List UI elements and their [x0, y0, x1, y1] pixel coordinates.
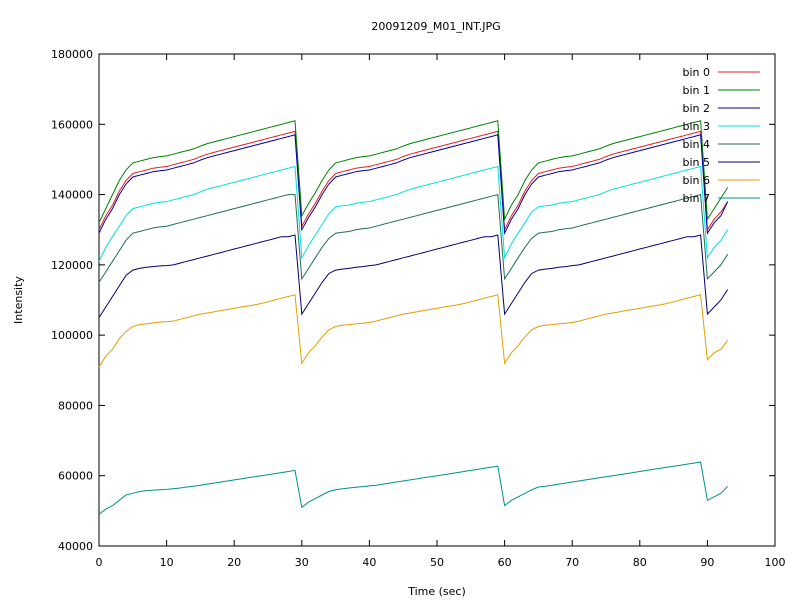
x-tick-label: 10 [160, 556, 174, 569]
series-line-bin-2 [98, 134, 729, 236]
legend-label-bin-5: bin 5 [682, 156, 710, 169]
x-tick-label: 40 [362, 556, 376, 569]
legend-label-bin-7: bin 7 [682, 192, 710, 205]
x-tick-label: 0 [96, 556, 103, 569]
series-line-bin-6 [98, 294, 729, 368]
x-tick-label: 70 [565, 556, 579, 569]
legend-label-bin-6: bin 6 [682, 174, 710, 187]
y-tick-label: 40000 [58, 540, 93, 553]
legend-label-bin-2: bin 2 [682, 102, 710, 115]
series-line-bin-5 [98, 234, 729, 318]
y-tick-label: 80000 [58, 399, 93, 412]
chart-title: 20091209_M01_INT.JPG [371, 20, 500, 33]
x-tick-label: 30 [295, 556, 309, 569]
y-axis: 40000 60000 80000 100000 120000 140000 160000 1… [51, 48, 775, 553]
series-line-bin-4 [98, 193, 729, 283]
x-tick-label: 50 [430, 556, 444, 569]
x-tick-label: 60 [498, 556, 512, 569]
legend-label-bin-4: bin 4 [682, 138, 710, 151]
y-tick-label: 140000 [51, 189, 93, 202]
x-tick-label: 90 [700, 556, 714, 569]
legend-label-bin-1: bin 1 [682, 84, 710, 97]
x-axis-title: Time (sec) [407, 585, 466, 598]
x-tick-label: 80 [633, 556, 647, 569]
series-layer [98, 120, 729, 515]
series-line-bin-3 [98, 165, 729, 262]
y-tick-label: 60000 [58, 470, 93, 483]
y-tick-label: 160000 [51, 118, 93, 131]
x-tick-label: 100 [765, 556, 786, 569]
legend-label-bin-3: bin 3 [682, 120, 710, 133]
x-axis: 0 10 20 30 40 50 60 70 80 90 100 [96, 54, 786, 569]
x-tick-label: 20 [227, 556, 241, 569]
legend: bin 0 bin 1 bin 2 bin 3 bin 4 bin 5 bin 6 bin 7 [682, 66, 760, 205]
y-tick-label: 180000 [51, 48, 93, 61]
series-line-bin-1 [98, 120, 729, 223]
y-tick-label: 120000 [51, 259, 93, 272]
y-axis-title: Intensity [12, 276, 25, 324]
legend-label-bin-0: bin 0 [682, 66, 710, 79]
series-line-bin-0 [98, 130, 729, 232]
y-tick-label: 100000 [51, 329, 93, 342]
series-line-bin-7 [98, 461, 729, 515]
